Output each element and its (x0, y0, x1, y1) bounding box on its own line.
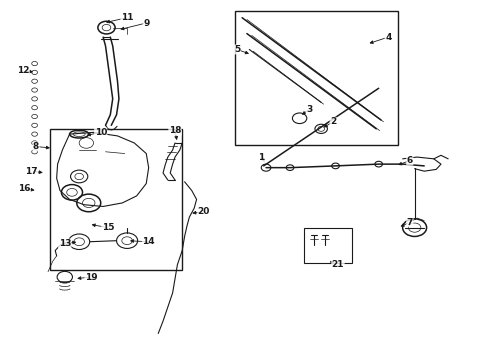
Bar (304, 228, 351, 263)
Text: 2: 2 (329, 117, 336, 126)
Text: 21: 21 (331, 260, 344, 269)
Text: 17: 17 (25, 167, 38, 176)
Text: 15: 15 (102, 223, 114, 232)
Text: 20: 20 (197, 207, 209, 216)
Text: 19: 19 (84, 273, 97, 282)
Text: 3: 3 (305, 105, 312, 114)
Text: 5: 5 (234, 45, 240, 54)
Text: 10: 10 (94, 128, 107, 137)
Text: 13: 13 (59, 239, 71, 248)
Text: 16: 16 (18, 184, 30, 193)
Bar (50, 129, 182, 270)
Text: 14: 14 (142, 237, 155, 246)
Text: 12: 12 (17, 66, 29, 75)
Text: 4: 4 (384, 33, 391, 42)
Text: 1: 1 (258, 153, 264, 162)
Text: 8: 8 (33, 142, 39, 151)
Text: 6: 6 (406, 156, 412, 165)
Text: 18: 18 (168, 126, 181, 135)
Bar (234, 11, 397, 145)
Text: 7: 7 (406, 218, 412, 227)
Text: 9: 9 (143, 18, 149, 27)
Text: 11: 11 (121, 13, 133, 22)
